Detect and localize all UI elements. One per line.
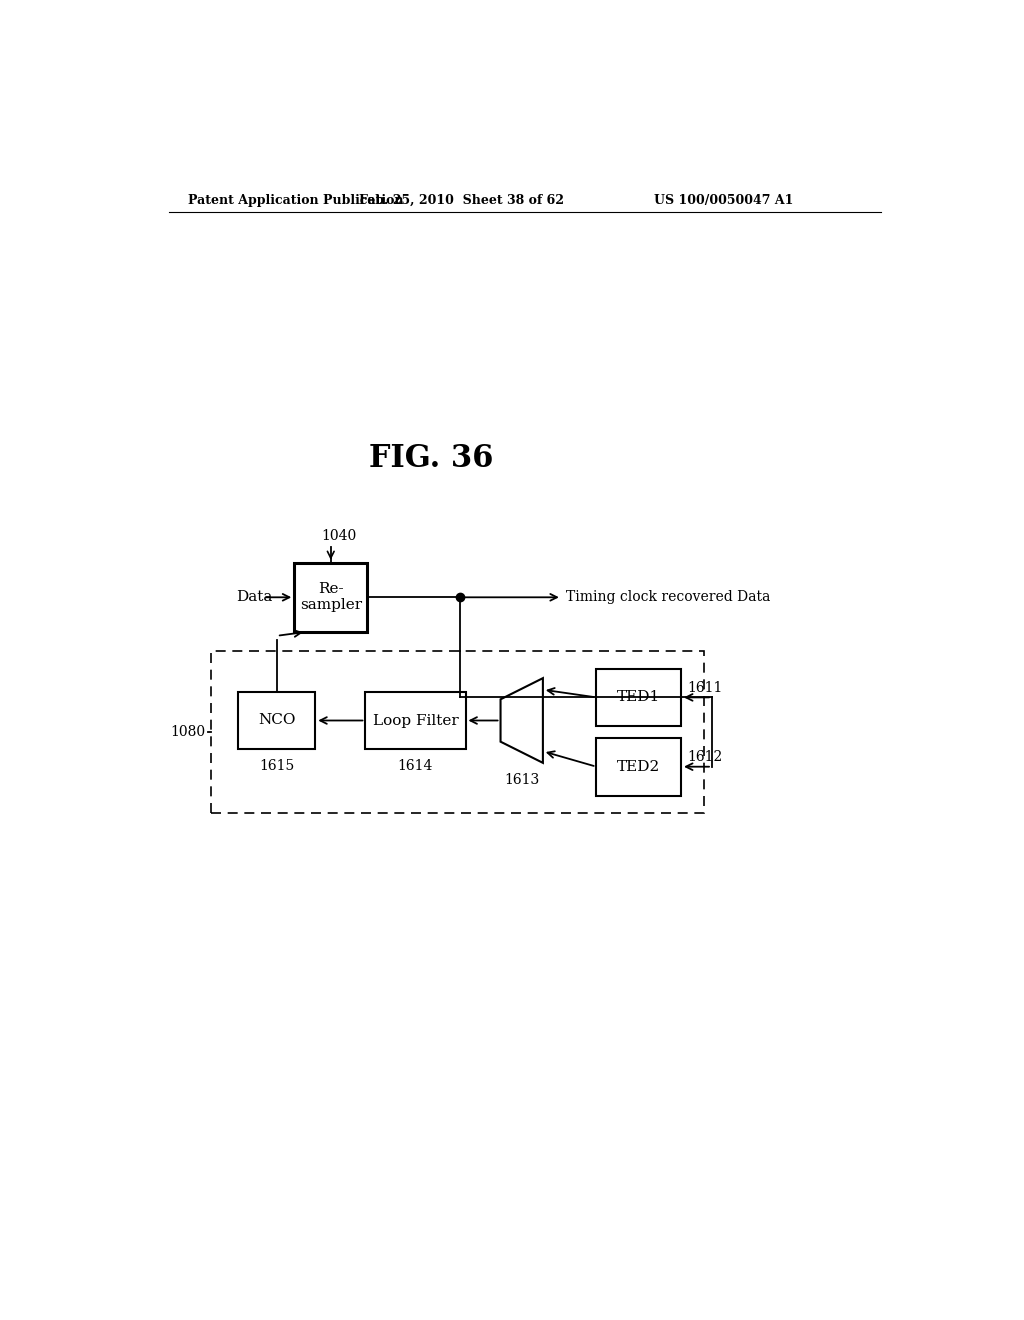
Text: 1611: 1611 (687, 681, 723, 696)
Text: Feb. 25, 2010  Sheet 38 of 62: Feb. 25, 2010 Sheet 38 of 62 (359, 194, 564, 207)
Bar (596, 738, 681, 796)
Bar (239, 692, 315, 750)
Text: TED1: TED1 (617, 690, 660, 705)
Text: 1040: 1040 (321, 529, 356, 543)
Text: US 100/0050047 A1: US 100/0050047 A1 (654, 194, 794, 207)
Bar (366, 692, 466, 750)
Text: Patent Application Publication: Patent Application Publication (188, 194, 403, 207)
Text: 1080: 1080 (170, 725, 205, 739)
Bar (596, 668, 681, 726)
Text: Timing clock recovered Data: Timing clock recovered Data (565, 590, 770, 605)
Bar (294, 562, 368, 632)
Bar (211, 651, 705, 813)
Text: NCO: NCO (258, 714, 296, 727)
Text: FIG. 36: FIG. 36 (369, 444, 493, 474)
Text: Re-
sampler: Re- sampler (300, 582, 361, 612)
Text: 1614: 1614 (397, 759, 433, 774)
Polygon shape (501, 678, 543, 763)
Text: Loop Filter: Loop Filter (373, 714, 459, 727)
Text: 1615: 1615 (259, 759, 295, 774)
Text: 1613: 1613 (504, 772, 540, 787)
Text: 1612: 1612 (687, 751, 723, 764)
Text: Data: Data (237, 590, 272, 605)
Text: TED2: TED2 (617, 760, 660, 774)
